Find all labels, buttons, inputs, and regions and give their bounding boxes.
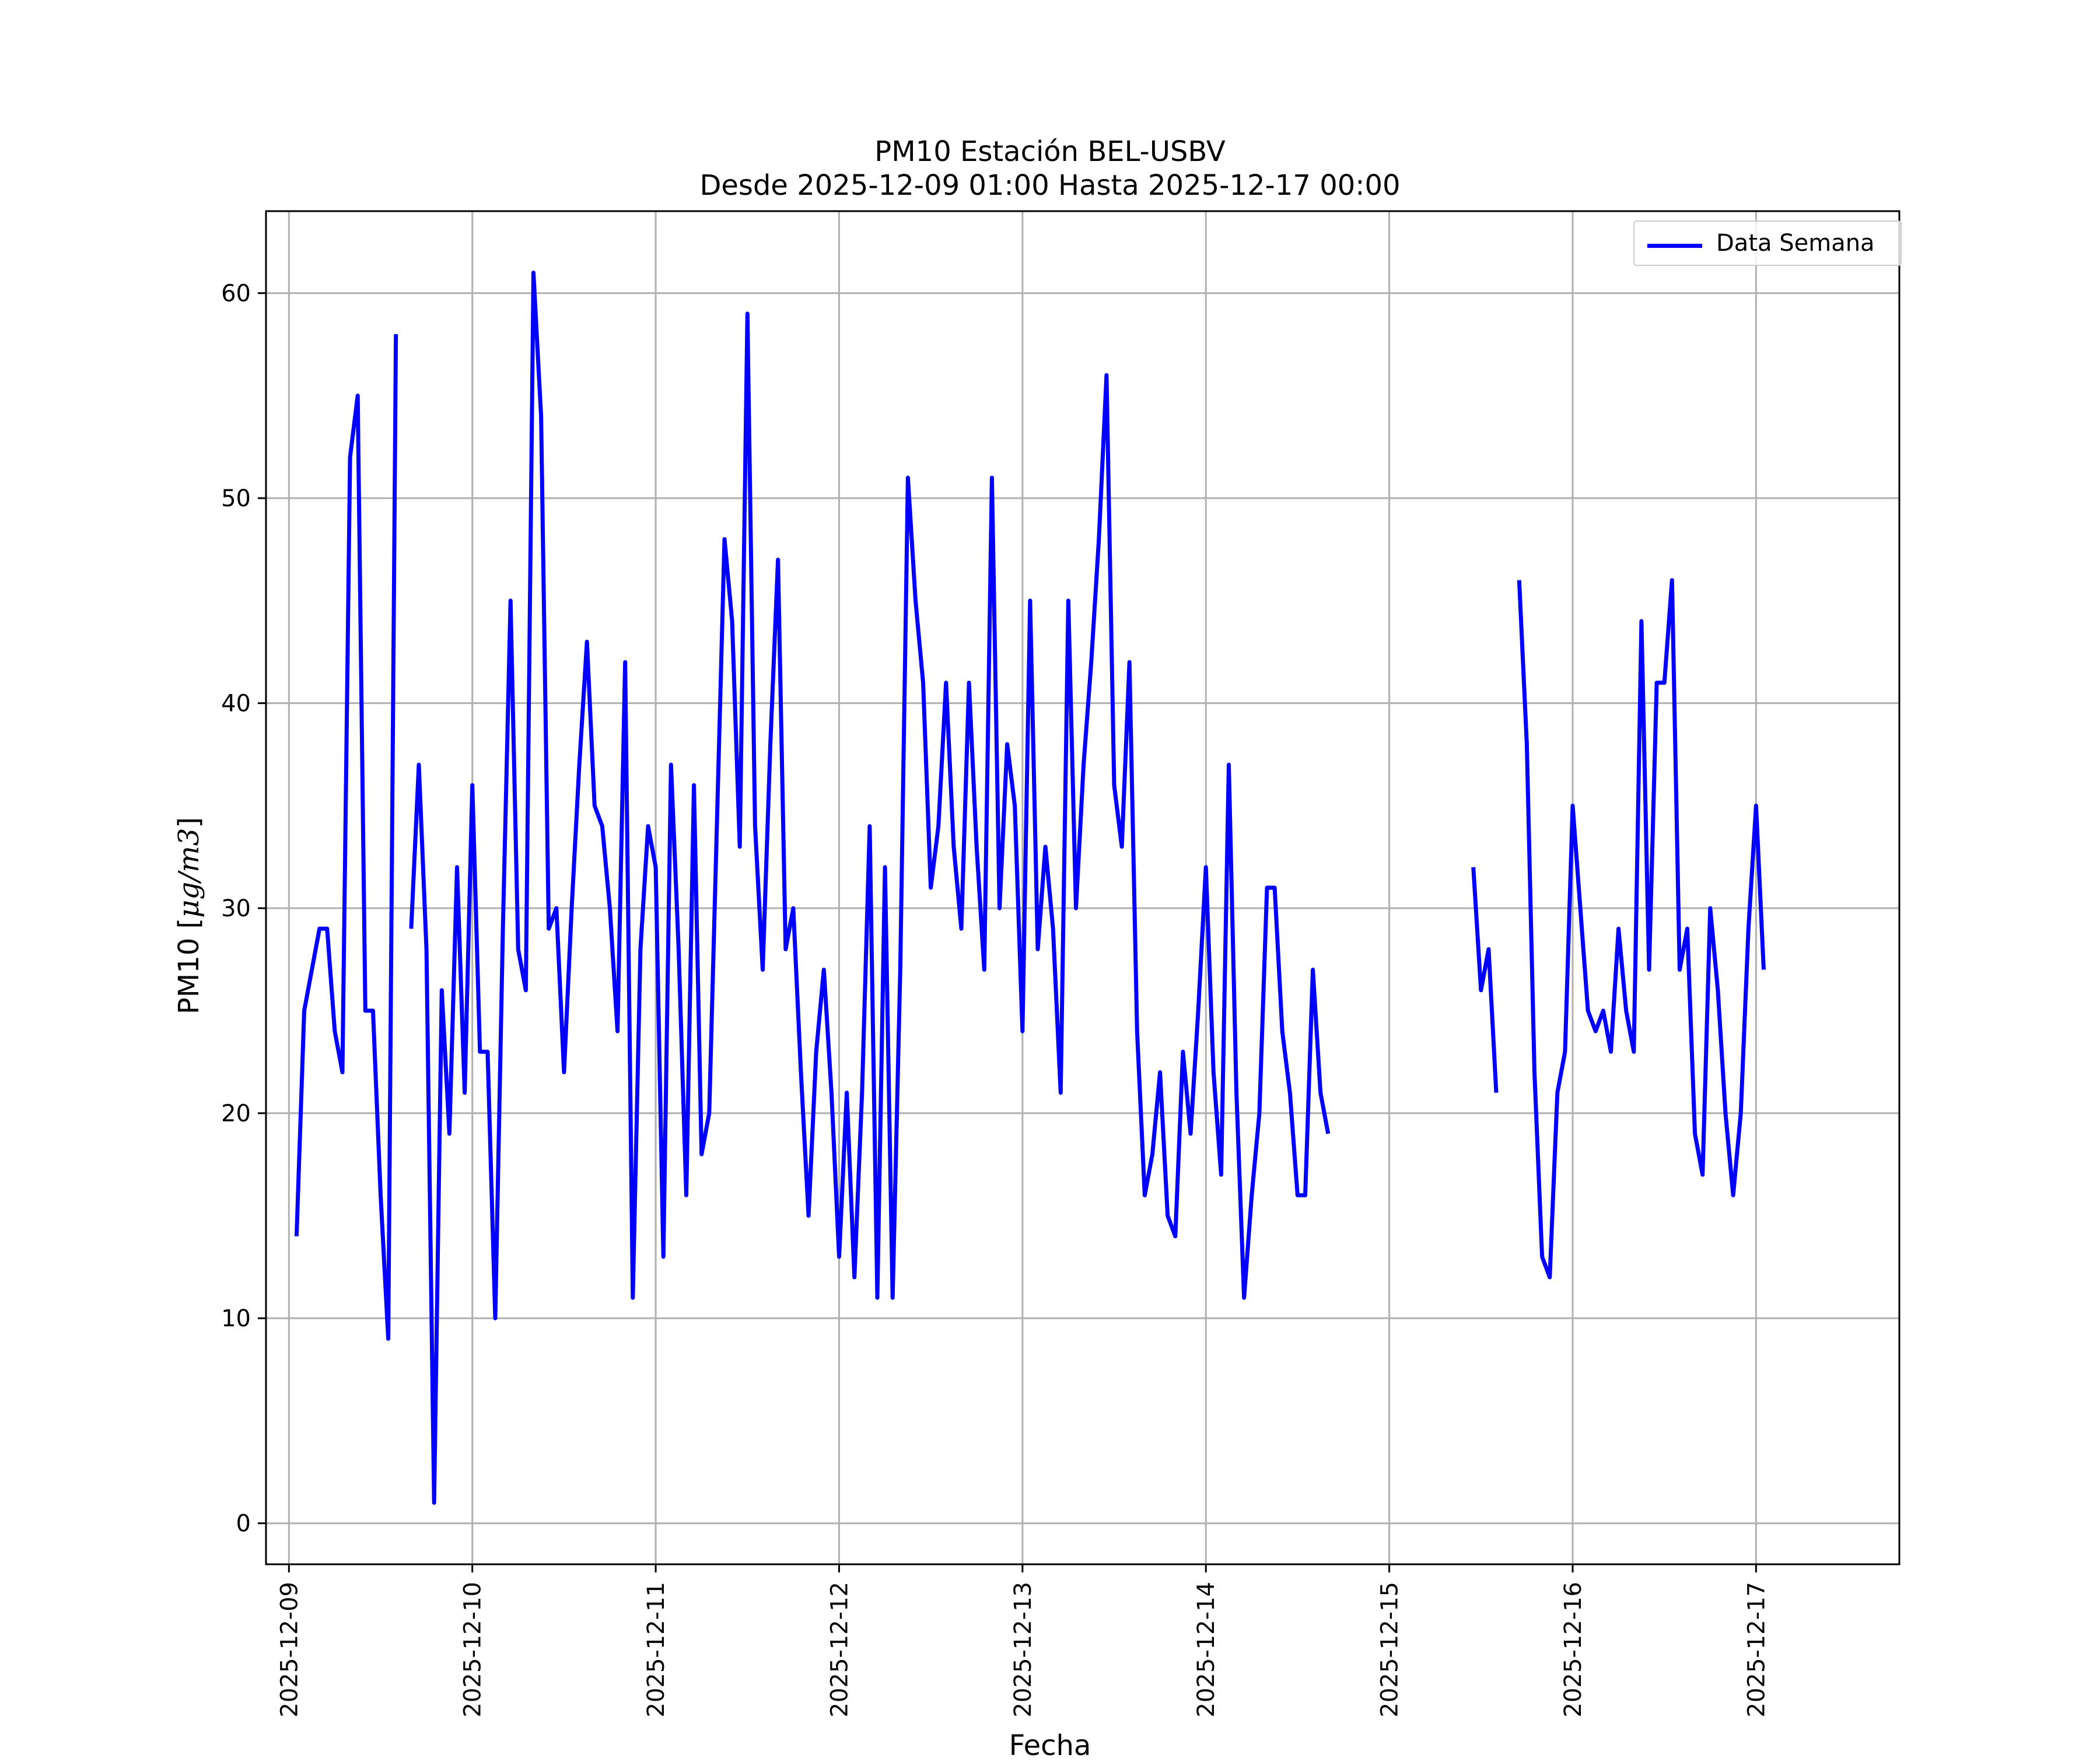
- series-line-data-semana: [294, 271, 1766, 1505]
- y-tick-label: 40: [221, 691, 251, 717]
- y-axis-label-text: PM10 [: [173, 917, 205, 1015]
- y-tick-label: 0: [236, 1511, 251, 1537]
- y-tick-label: 10: [221, 1305, 251, 1332]
- axis-ticks: 0 10 20 30 40 50 60 2025-12-09 2025-12-10 2025-12…: [221, 281, 1770, 1718]
- chart-subtitle: Desde 2025-12-09 01:00 Hasta 2025-12-17 …: [699, 169, 1401, 202]
- y-axis-label: PM10 [μg/m3]: [173, 817, 205, 1014]
- chart-title: PM10 Estación BEL-USBV: [874, 135, 1226, 168]
- data-series-layer: [294, 271, 1766, 1505]
- grid-lines: [266, 211, 1899, 1564]
- x-tick-label: 2025-12-13: [1010, 1582, 1037, 1717]
- x-tick-label: 2025-12-09: [276, 1582, 303, 1717]
- x-tick-label: 2025-12-11: [643, 1582, 670, 1717]
- y-tick-label: 50: [221, 485, 251, 512]
- y-tick-label: 20: [221, 1101, 251, 1127]
- y-tick-label: 60: [221, 281, 251, 307]
- x-tick-label: 2025-12-12: [826, 1582, 853, 1717]
- x-tick-label: 2025-12-14: [1193, 1582, 1220, 1717]
- y-tick-label: 30: [221, 895, 251, 922]
- x-tick-label: 2025-12-17: [1743, 1582, 1770, 1717]
- x-tick-label: 2025-12-10: [460, 1582, 487, 1717]
- x-axis-label: Fecha: [1009, 1729, 1091, 1762]
- x-tick-label: 2025-12-15: [1377, 1582, 1404, 1717]
- legend-label: Data Semana: [1716, 230, 1875, 257]
- legend: Data Semana: [1633, 220, 1902, 266]
- plot-frame: [265, 210, 1901, 1565]
- y-axis-label-close: ]: [173, 817, 205, 828]
- x-tick-label: 2025-12-16: [1560, 1582, 1587, 1717]
- legend-line-swatch: [1647, 244, 1702, 248]
- y-axis-label-unit: μg/m3: [173, 828, 205, 918]
